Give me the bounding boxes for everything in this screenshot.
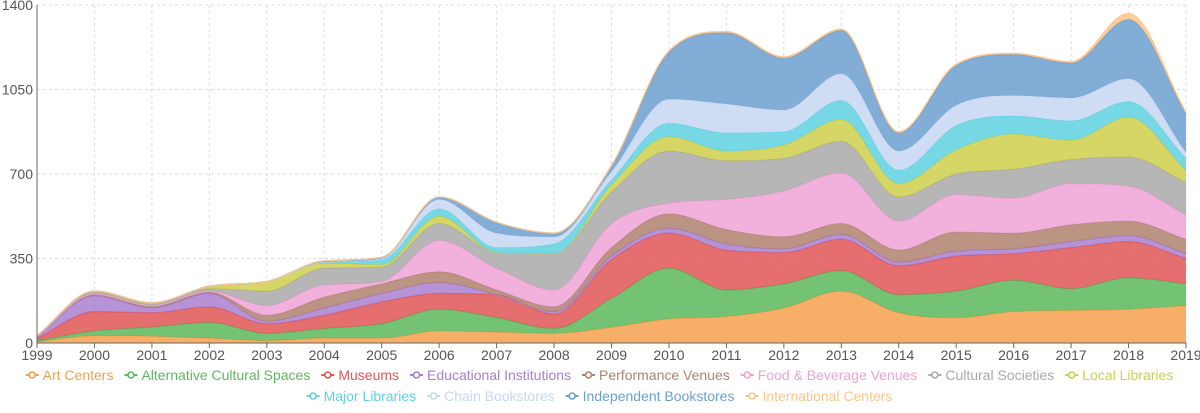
legend: Art Centers Alternative Cultural Spaces Mu…: [25, 367, 1173, 404]
area-series-educational-institutions[interactable]: [37, 228, 1186, 339]
legend-dot-marker: [309, 392, 317, 400]
x-tick-label: 2008: [538, 347, 569, 363]
legend-item-international-centers[interactable]: International Centers: [745, 388, 892, 404]
area-layer: [36, 12, 1187, 343]
area-series-alternative-cultural-spaces[interactable]: [37, 268, 1186, 342]
x-tick-label: 2010: [653, 347, 684, 363]
y-tick-label: 0: [25, 335, 33, 351]
area-series-cultural-societies[interactable]: [37, 141, 1186, 336]
legend-label: Performance Venues: [599, 367, 730, 383]
x-tick-label: 2000: [79, 347, 110, 363]
legend-label: Educational Institutions: [427, 367, 571, 383]
x-tick-label: 1999: [21, 347, 52, 363]
legend-label: Food & Beverage Venues: [758, 367, 918, 383]
legend-item-performance-venues[interactable]: Performance Venues: [582, 367, 730, 383]
area-series-performance-venues[interactable]: [37, 213, 1186, 336]
x-tick-label: 2007: [481, 347, 512, 363]
axis-layer: 0 350 700 1050 1400 1999 2000 2001 2002 2003 2004 2…: [2, 0, 1200, 363]
x-tick-label: 2002: [194, 347, 225, 363]
x-tick-label: 2003: [251, 347, 282, 363]
legend-item-major-libraries[interactable]: Major Libraries: [306, 388, 417, 404]
area-series-chain-bookstores[interactable]: [37, 73, 1186, 336]
x-tick-label: 2001: [136, 347, 167, 363]
area-series-art-centers[interactable]: [37, 291, 1186, 343]
legend-label: Local Libraries: [1082, 367, 1173, 383]
legend-dot-marker: [324, 371, 332, 379]
x-tick-label: 2013: [826, 347, 857, 363]
legend-label: Cultural Societies: [945, 367, 1054, 383]
y-tick-label: 700: [10, 166, 34, 182]
x-tick-label: 2018: [1113, 347, 1144, 363]
area-series-major-libraries[interactable]: [37, 100, 1186, 336]
legend-label: Major Libraries: [324, 388, 417, 404]
legend-dot-marker: [1067, 371, 1076, 379]
legend-dot-marker: [568, 392, 576, 400]
x-tick-label: 2011: [711, 347, 741, 363]
x-tick-label: 2012: [768, 347, 799, 363]
x-tick-label: 2019: [1170, 347, 1200, 363]
y-tick-label: 1400: [2, 0, 33, 13]
legend-label: Alternative Cultural Spaces: [141, 367, 310, 383]
legend-dot-marker: [429, 392, 438, 400]
area-series-museums[interactable]: [37, 233, 1186, 341]
legend-item-independent-bookstores[interactable]: Independent Bookstores: [565, 388, 735, 404]
legend-item-art-centers[interactable]: Art Centers: [25, 367, 114, 383]
area-series-food-beverage-venues[interactable]: [37, 172, 1186, 336]
area-edge-international-centers: [36, 12, 1187, 337]
legend-item-cultural-societies[interactable]: Cultural Societies: [928, 367, 1054, 383]
legend-dot-marker: [584, 371, 593, 379]
x-tick-label: 2014: [883, 347, 914, 363]
y-tick-label: 1050: [2, 82, 33, 98]
x-tick-label: 2009: [596, 347, 627, 363]
x-tick-label: 2016: [998, 347, 1029, 363]
legend-dot-marker: [28, 371, 36, 379]
legend-label: Chain Bookstores: [444, 388, 555, 404]
legend-item-local-libraries[interactable]: Local Libraries: [1065, 367, 1173, 383]
legend-label: Art Centers: [43, 367, 114, 383]
legend-dot-marker: [748, 392, 756, 400]
legend-dot-marker: [743, 371, 752, 379]
legend-label: Independent Bookstores: [583, 388, 735, 404]
legend-item-chain-bookstores[interactable]: Chain Bookstores: [427, 388, 555, 404]
legend-label: International Centers: [762, 388, 892, 404]
legend-item-food-beverage-venues[interactable]: Food & Beverage Venues: [740, 367, 918, 383]
legend-item-museums[interactable]: Museums: [321, 367, 399, 383]
x-tick-label: 2006: [424, 347, 455, 363]
x-tick-label: 2017: [1056, 347, 1087, 363]
legend-dot-marker: [127, 371, 135, 379]
legend-item-alternative-cultural-spaces[interactable]: Alternative Cultural Spaces: [124, 367, 310, 383]
legend-label: Museums: [338, 367, 399, 383]
y-tick-label: 350: [10, 251, 34, 267]
legend-dot-marker: [412, 371, 421, 379]
x-tick-label: 2015: [941, 347, 972, 363]
legend-item-educational-institutions[interactable]: Educational Institutions: [410, 367, 571, 383]
legend-dot-marker: [931, 371, 939, 379]
x-tick-label: 2004: [309, 347, 340, 363]
x-tick-label: 2005: [366, 347, 397, 363]
